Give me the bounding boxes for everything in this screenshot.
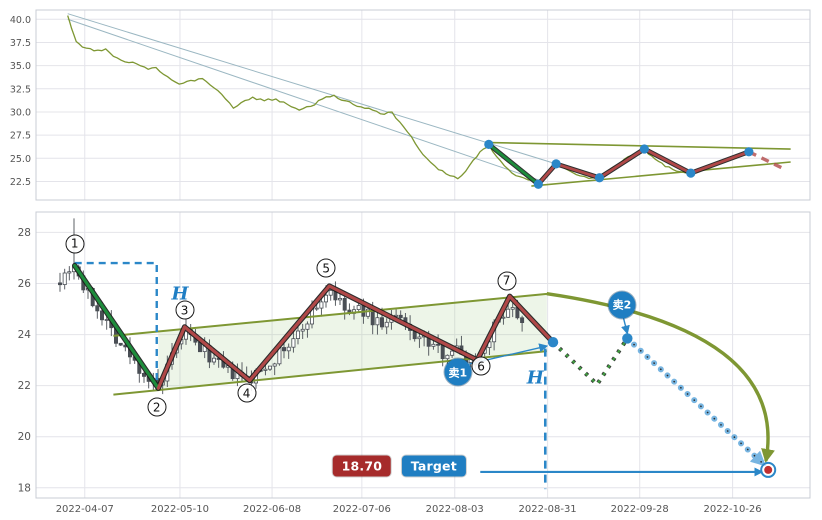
- pivot-dot: [594, 173, 605, 183]
- y-axis-label: 28: [18, 227, 31, 239]
- pivot-dot: [639, 144, 649, 154]
- pivot-dot: [484, 139, 494, 149]
- y-axis-label: 30.0: [10, 107, 31, 118]
- pivot-dot: [744, 147, 754, 157]
- y-axis-label: 26: [18, 278, 32, 290]
- descending-trendline: [67, 18, 544, 182]
- x-axis-label: 2022-08-03: [426, 504, 484, 515]
- x-axis-label: 2022-06-08: [243, 504, 301, 515]
- target-point-dot: [764, 465, 773, 474]
- top-chart-content: [67, 13, 791, 189]
- forecast-path-green: [552, 337, 629, 387]
- pivot-dot: [686, 168, 696, 178]
- y-axis-label: 37.5: [10, 38, 31, 49]
- x-axis-label: 2022-10-26: [704, 504, 762, 515]
- y-axis-label: 25.0: [10, 154, 31, 165]
- pivot-dot: [551, 159, 561, 169]
- pivot-dot: [547, 337, 559, 348]
- wave-2-7-correction: [156, 284, 555, 390]
- y-axis-label: 22.5: [10, 177, 31, 188]
- wave1-height-measure: [74, 261, 158, 390]
- pivot-dot: [533, 179, 543, 189]
- y-axis-label: 20: [18, 431, 31, 443]
- y-axis-label: 18: [18, 482, 31, 494]
- descending-trendline: [67, 13, 557, 165]
- wave-1-2-impulse-down: [73, 264, 160, 390]
- top-panel: 40.0 37.5 35.0 32.5 30.0 27.5 25.0 22.5: [10, 9, 811, 201]
- y-axis-label: 27.5: [10, 131, 31, 142]
- y-axis-label: 24: [18, 329, 32, 341]
- y-axis-label: 35.0: [10, 61, 31, 72]
- y-axis-label: 22: [18, 380, 31, 392]
- bottom-chart-content: [58, 218, 777, 490]
- x-axis-label: 2022-07-06: [333, 504, 391, 515]
- x-axis-label: 2022-08-31: [519, 504, 577, 515]
- projection-arc-arrow: [546, 292, 775, 464]
- top-wave-forecast-dashed: [748, 150, 783, 170]
- y-axis-label: 40.0: [10, 15, 31, 26]
- x-axis-label: 2022-09-28: [611, 504, 669, 515]
- pivot-dot: [622, 333, 633, 344]
- x-axis-label: 2022-05-10: [151, 504, 209, 515]
- sell-2-pointer-arrow: [621, 317, 630, 335]
- top-channel-lower: [531, 161, 791, 187]
- top-channel-upper: [488, 141, 791, 150]
- channel-fill: [158, 293, 547, 391]
- y-axis-label: 32.5: [10, 84, 31, 95]
- x-axis-label: 2022-04-07: [56, 504, 114, 515]
- top-wave-down-segment: [487, 143, 540, 186]
